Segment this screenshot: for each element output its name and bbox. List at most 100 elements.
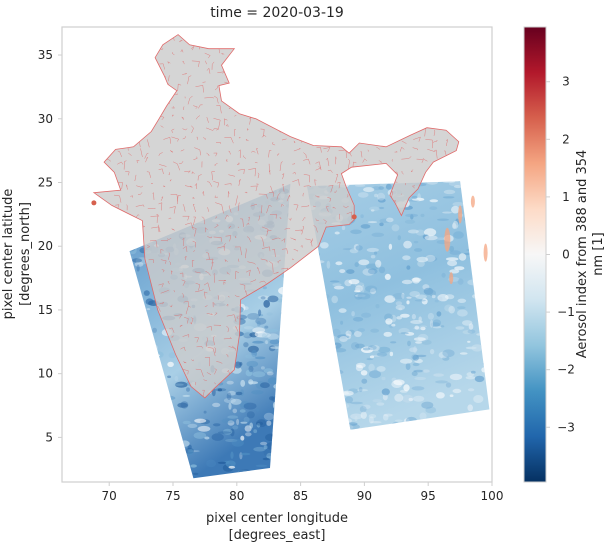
swath-speckle	[357, 389, 368, 392]
swath-speckle	[366, 358, 374, 361]
district-border	[214, 223, 219, 228]
map-title: time = 2020-03-19	[210, 5, 344, 21]
district-border	[277, 259, 281, 264]
district-border	[206, 67, 211, 74]
swath-speckle	[186, 387, 190, 392]
swath-speckle	[451, 205, 460, 214]
swath-speckle	[401, 279, 413, 285]
swath-speckle	[448, 181, 462, 187]
swath-speckle	[459, 352, 468, 355]
district-border	[160, 47, 164, 51]
district-border	[204, 52, 211, 59]
district-border	[173, 290, 175, 293]
swath-speckle	[453, 231, 464, 239]
district-border	[323, 147, 331, 153]
district-border	[169, 304, 173, 308]
plot-area	[91, 34, 490, 479]
district-border	[401, 170, 404, 175]
district-border	[303, 185, 312, 187]
swath-speckle	[381, 388, 390, 396]
district-border	[211, 171, 215, 181]
district-border	[182, 73, 187, 75]
district-border	[193, 105, 198, 109]
district-border	[226, 271, 230, 275]
swath-speckle	[408, 199, 420, 202]
swath-speckle	[385, 183, 392, 190]
district-border	[444, 150, 448, 158]
district-border	[202, 81, 207, 83]
district-border	[146, 139, 150, 148]
district-border	[248, 216, 250, 222]
district-border	[254, 162, 258, 164]
swath-speckle	[429, 319, 434, 328]
district-border	[191, 359, 194, 362]
district-border	[236, 316, 239, 320]
swath-speckle	[197, 425, 211, 432]
district-border	[169, 179, 172, 182]
swath-speckle	[363, 187, 375, 193]
swath-speckle	[359, 406, 367, 413]
district-border	[223, 336, 233, 340]
district-border	[156, 214, 159, 217]
district-border	[183, 361, 187, 364]
swath-speckle	[355, 245, 363, 251]
district-border	[316, 147, 322, 153]
district-border	[237, 258, 240, 262]
x-tick-label: 85	[293, 489, 308, 503]
district-border	[292, 162, 295, 165]
district-border	[183, 106, 185, 110]
district-border	[113, 194, 122, 203]
swath-speckle	[411, 371, 418, 377]
district-border	[192, 197, 195, 199]
swath-speckle	[227, 420, 235, 426]
district-border	[399, 146, 405, 152]
swath-speckle	[332, 328, 341, 337]
swath-speckle	[226, 392, 232, 400]
swath-speckle	[339, 336, 348, 342]
district-border	[233, 129, 236, 137]
district-border	[171, 228, 175, 231]
swath-speckle	[245, 369, 253, 377]
swath-speckle	[354, 343, 365, 349]
district-border	[223, 281, 226, 285]
district-border	[315, 195, 320, 198]
swath-speckle	[346, 269, 355, 274]
colorbar-tick-label: −3	[557, 420, 575, 434]
district-border	[445, 139, 449, 147]
district-border	[195, 282, 201, 291]
swath-speckle	[217, 431, 231, 434]
x-tick-label: 100	[481, 489, 504, 503]
swath-speckle	[457, 278, 464, 285]
district-border	[272, 248, 276, 258]
swath-speckle	[438, 351, 448, 359]
swath-speckle	[467, 340, 471, 343]
swath-speckle	[452, 220, 459, 229]
district-border	[266, 204, 272, 214]
district-border	[228, 174, 236, 177]
district-border	[412, 147, 419, 151]
swath-speckle	[449, 250, 461, 255]
district-border	[184, 255, 187, 261]
swath-speckle	[246, 360, 259, 368]
swath-speckle	[241, 330, 252, 337]
district-border	[256, 148, 259, 155]
district-border	[171, 128, 175, 133]
swath-speckle	[372, 186, 381, 191]
district-border	[207, 236, 212, 239]
district-border	[234, 246, 242, 256]
swath-speckle	[236, 418, 240, 426]
district-border	[216, 105, 222, 114]
district-border	[247, 128, 249, 132]
district-border	[293, 148, 301, 152]
district-border	[182, 215, 190, 221]
swath-speckle	[404, 219, 416, 224]
district-border	[279, 161, 283, 172]
district-border	[158, 168, 164, 175]
district-border	[195, 85, 204, 93]
district-border	[158, 202, 163, 211]
swath-speckle	[362, 404, 371, 409]
swath-speckle	[368, 363, 375, 372]
district-border	[234, 114, 237, 117]
swath-speckle	[415, 229, 425, 236]
swath-speckle	[394, 393, 404, 402]
